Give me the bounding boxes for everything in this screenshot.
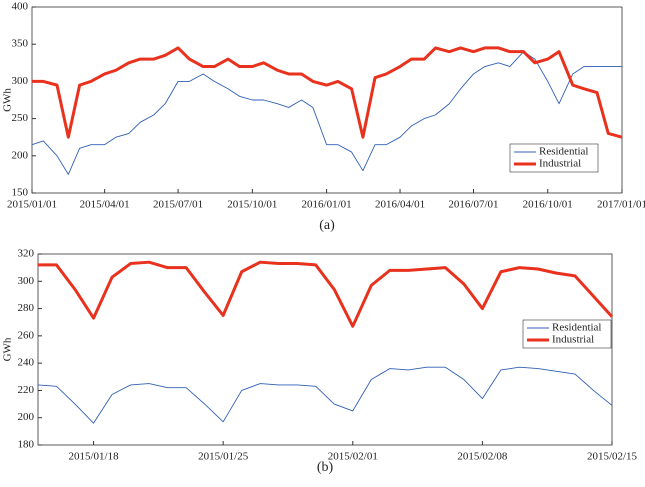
y-tick-label: 260 — [18, 329, 35, 341]
y-tick-label: 180 — [18, 439, 35, 451]
x-tick-label: 2017/01/01 — [597, 199, 645, 211]
x-tick-label: 2015/01/01 — [7, 199, 57, 211]
caption: (b) — [317, 460, 334, 475]
x-tick-label: 2015/01/25 — [198, 451, 249, 463]
x-tick-label: 2015/10/01 — [227, 199, 277, 211]
x-tick-label: 2016/10/01 — [523, 199, 573, 211]
y-axis-label: GWh — [2, 88, 14, 112]
series-line — [32, 46, 623, 139]
y-tick-label: 250 — [12, 112, 29, 124]
x-tick-label: 2016/07/01 — [448, 199, 498, 211]
x-tick-label: 2016/04/01 — [375, 199, 425, 211]
y-tick-label: 350 — [12, 38, 29, 50]
y-axis-label: GWh — [2, 337, 14, 361]
x-tick-label: 2016/01/01 — [302, 199, 352, 211]
y-tick-label: 300 — [12, 75, 29, 87]
series-line — [37, 366, 613, 424]
legend-label: Residential — [552, 322, 602, 334]
x-tick-label: 2015/02/15 — [587, 451, 638, 463]
y-tick-label: 220 — [18, 384, 35, 396]
y-tick-label: 200 — [12, 149, 29, 161]
x-tick-label: 2015/01/18 — [68, 451, 119, 463]
plot-frame — [37, 253, 613, 446]
y-tick-label: 150 — [12, 187, 29, 199]
legend-label: Residential — [539, 146, 589, 158]
legend-box — [509, 143, 599, 173]
y-tick-label: 240 — [18, 357, 35, 369]
x-tick-label: 2015/02/01 — [328, 451, 378, 463]
x-tick-label: 2015/02/08 — [457, 451, 508, 463]
legend-label: Industrial — [539, 158, 581, 170]
series-line — [38, 260, 614, 328]
y-tick-label: 200 — [18, 411, 35, 423]
x-tick-label: 2015/04/01 — [80, 199, 130, 211]
y-tick-label: 300 — [18, 275, 35, 287]
x-tick-label: 2015/07/01 — [153, 199, 203, 211]
y-tick-label: 400 — [12, 1, 29, 13]
legend-label: Industrial — [552, 334, 594, 346]
y-tick-label: 320 — [18, 248, 35, 260]
legend-box — [522, 319, 612, 349]
caption: (a) — [319, 218, 335, 233]
y-tick-label: 280 — [18, 302, 35, 314]
